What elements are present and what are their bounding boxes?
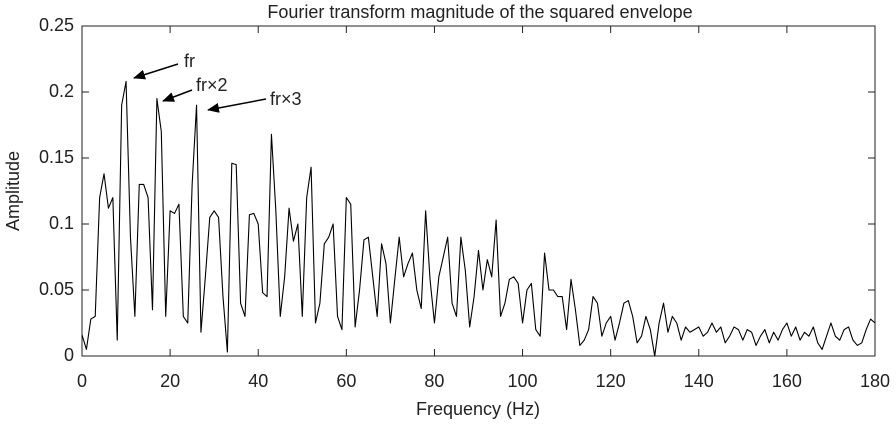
annotation: fr×3 (270, 89, 302, 109)
annotation-arrow (207, 98, 267, 113)
x-tick-label: 180 (860, 371, 890, 391)
x-tick-label: 120 (596, 371, 626, 391)
x-tick-label: 160 (772, 371, 802, 391)
y-tick-label: 0.25 (39, 15, 74, 35)
y-tick-label: 0.15 (39, 147, 74, 167)
data-line (81, 80, 876, 357)
x-tick-label: 40 (248, 371, 268, 391)
x-tick-label: 140 (684, 371, 714, 391)
annotation: fr (184, 51, 195, 71)
x-tick-label: 20 (160, 371, 180, 391)
plot-frame (81, 25, 876, 357)
y-tick-label: 0.2 (49, 81, 74, 101)
x-tick-label: 100 (508, 371, 538, 391)
y-axis-label: Amplitude (3, 151, 23, 231)
y-tick-label: 0.1 (49, 213, 74, 233)
x-tick-label: 80 (424, 371, 444, 391)
annotation-arrow (162, 89, 193, 102)
x-tick-label: 60 (336, 371, 356, 391)
x-tick-label: 0 (77, 371, 87, 391)
x-axis-label: Frequency (Hz) (416, 399, 540, 419)
y-tick-label: 0 (64, 345, 74, 365)
chart-title: Fourier transform magnitude of the squar… (267, 2, 692, 22)
annotation-arrow (133, 63, 179, 80)
annotation: fr×2 (196, 75, 228, 95)
y-tick-label: 0.05 (39, 279, 74, 299)
